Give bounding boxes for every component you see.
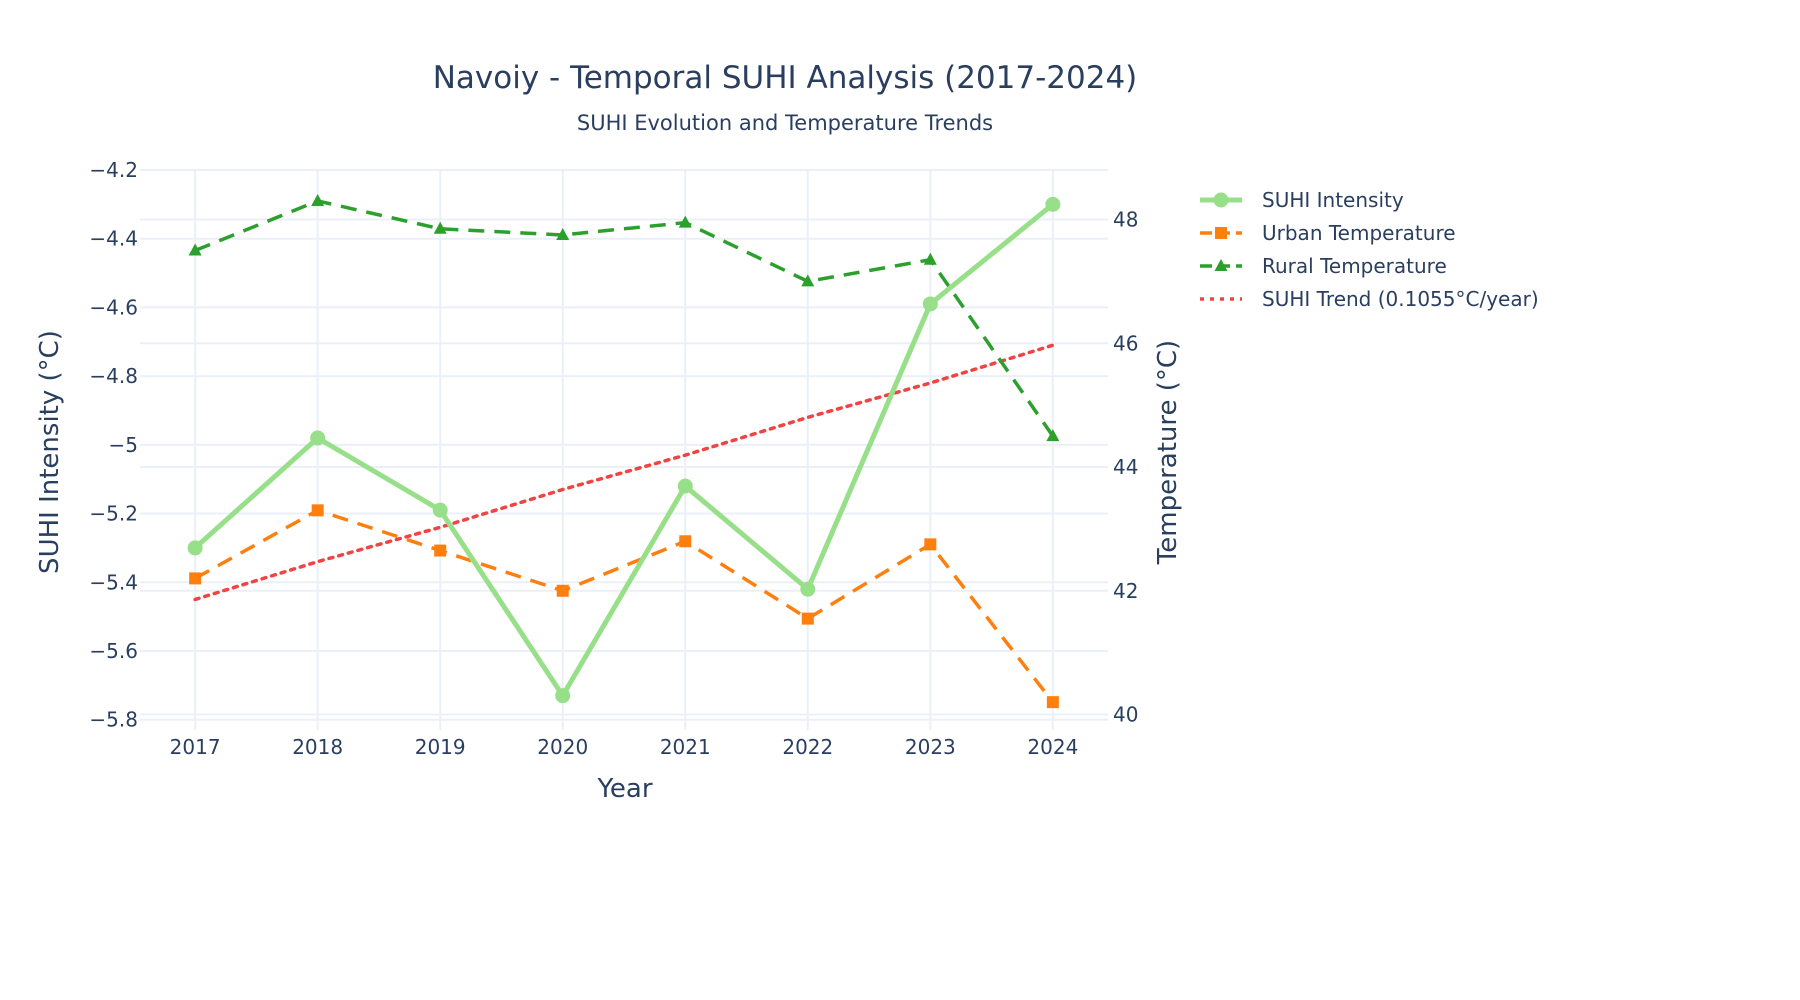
- series-line: [193, 202, 1055, 699]
- data-point: [801, 612, 814, 625]
- y-tick-label-right: 44: [1113, 455, 1138, 479]
- data-point: [922, 296, 938, 312]
- y-tick-label-left: −4.4: [89, 227, 138, 251]
- data-point: [1046, 696, 1059, 709]
- y-tick-label-right: 48: [1113, 208, 1138, 232]
- y-tick-label-right: 42: [1113, 579, 1138, 603]
- x-tick-label: 2022: [782, 735, 833, 759]
- legend-label: Rural Temperature: [1262, 254, 1447, 278]
- data-point: [434, 544, 447, 557]
- data-point: [800, 581, 816, 597]
- legend-item: Urban Temperature: [1200, 221, 1456, 245]
- series-layer: [187, 193, 1061, 709]
- data-point: [187, 540, 203, 556]
- grid: [140, 169, 1108, 730]
- data-point: [924, 538, 937, 551]
- series-line: [194, 508, 1055, 704]
- data-point: [310, 430, 326, 446]
- x-tick-label: 2017: [170, 735, 221, 759]
- y-tick-label-left: −5.6: [89, 639, 138, 663]
- legend-marker: [1213, 192, 1229, 208]
- chart-subtitle: SUHI Evolution and Temperature Trends: [577, 111, 993, 135]
- legend-item: SUHI Trend (0.1055°C/year): [1200, 287, 1539, 311]
- series-1: [189, 504, 1059, 709]
- series-0: [187, 196, 1061, 704]
- data-point: [432, 502, 448, 518]
- data-point: [1045, 196, 1061, 212]
- y-axis-title-right: Temperature (°C): [1153, 340, 1183, 565]
- x-tick-label: 2018: [292, 735, 343, 759]
- data-point: [678, 215, 692, 228]
- x-tick-label: 2024: [1027, 735, 1078, 759]
- y-tick-label-left: −5.8: [89, 708, 138, 732]
- y-tick-label-right: 40: [1113, 703, 1138, 727]
- y-tick-label-left: −5.2: [89, 502, 138, 526]
- series-line: [194, 199, 1055, 438]
- x-tick-label: 2023: [905, 735, 956, 759]
- axes: 2017 2018 2019 2020 2021 2022 2023 2024 −5.8 −5.6…: [89, 158, 1138, 759]
- data-point: [311, 504, 324, 517]
- y-tick-label-left: −4.6: [89, 295, 138, 319]
- chart-title: Navoiy - Temporal SUHI Analysis (2017-20…: [433, 60, 1138, 96]
- data-point: [677, 478, 693, 494]
- legend-label: Urban Temperature: [1262, 221, 1456, 245]
- y-tick-label-right: 46: [1113, 331, 1138, 355]
- y-tick-label-left: −4.2: [89, 158, 138, 182]
- legend: SUHI Intensity Urban Temperature Rural Tem…: [1200, 188, 1539, 311]
- series-line: [193, 343, 1055, 602]
- x-axis-title: Year: [596, 774, 652, 804]
- series-3: [193, 343, 1055, 602]
- x-tick-label: 2020: [537, 735, 588, 759]
- legend-marker: [1214, 259, 1228, 271]
- data-point: [433, 221, 447, 234]
- y-axis-title-left: SUHI Intensity (°C): [35, 330, 65, 574]
- data-point: [556, 584, 569, 597]
- y-tick-label-left: −5.4: [89, 570, 138, 594]
- legend-item: SUHI Intensity: [1200, 188, 1404, 212]
- data-point: [679, 535, 692, 548]
- data-point: [555, 688, 571, 704]
- data-point: [923, 252, 937, 265]
- legend-item: Rural Temperature: [1200, 254, 1447, 278]
- x-tick-label: 2019: [415, 735, 466, 759]
- x-tick-label: 2021: [660, 735, 711, 759]
- data-point: [801, 274, 815, 287]
- legend-marker: [1215, 227, 1227, 239]
- data-point: [311, 193, 325, 206]
- data-point: [556, 227, 570, 240]
- y-tick-label-left: −5: [109, 433, 138, 457]
- legend-label: SUHI Trend (0.1055°C/year): [1262, 287, 1539, 311]
- y-tick-label-left: −4.8: [89, 364, 138, 388]
- data-point: [1046, 429, 1060, 442]
- data-point: [189, 572, 202, 585]
- data-point: [188, 243, 202, 256]
- series-2: [188, 193, 1060, 442]
- legend-label: SUHI Intensity: [1262, 188, 1404, 212]
